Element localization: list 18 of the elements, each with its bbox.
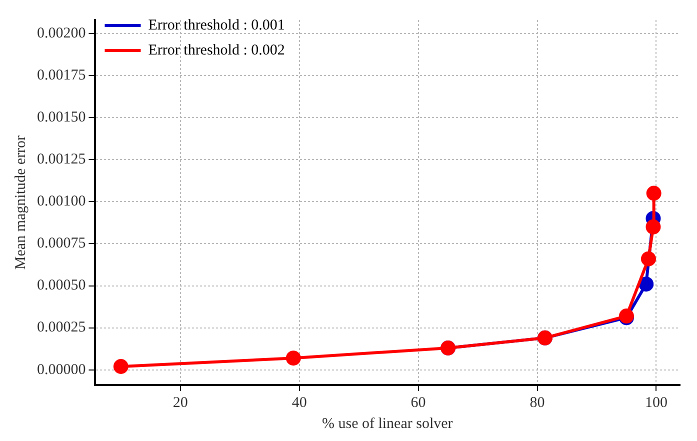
x-tick-label: 100 bbox=[644, 394, 668, 411]
y-tick-label: 0.00125 bbox=[37, 152, 86, 168]
y-tick-label: 0.00025 bbox=[37, 320, 86, 336]
x-axis-title: % use of linear solver bbox=[322, 416, 453, 432]
y-tick-label: 0.00000 bbox=[37, 362, 86, 378]
y-axis-title: Mean magnitude error bbox=[12, 135, 29, 270]
y-tick-label: 0.00100 bbox=[37, 194, 86, 210]
x-tick-label: 80 bbox=[530, 394, 545, 411]
legend-label: Error threshold : 0.002 bbox=[148, 42, 285, 58]
x-tick-label: 40 bbox=[292, 394, 307, 411]
y-tick-label: 0.00075 bbox=[37, 236, 86, 252]
x-tick-label: 20 bbox=[172, 394, 188, 411]
y-tick-label: 0.00050 bbox=[37, 278, 86, 294]
y-tick-label: 0.00150 bbox=[37, 109, 86, 126]
y-tick-label: 0.00175 bbox=[37, 67, 86, 84]
x-tick-label: 60 bbox=[410, 394, 426, 411]
legend-label: Error threshold : 0.001 bbox=[148, 17, 285, 34]
y-tick-label: 0.00200 bbox=[37, 25, 86, 42]
